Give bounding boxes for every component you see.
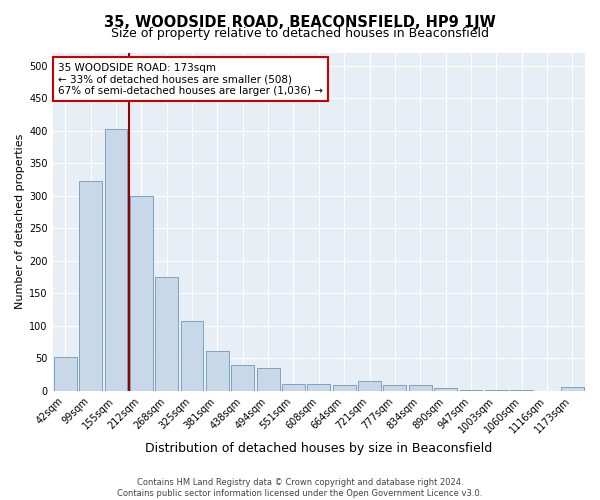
Bar	[130, 196, 153, 391]
Bar	[510, 390, 533, 391]
Bar	[460, 390, 482, 391]
Bar	[282, 384, 305, 391]
Text: 35 WOODSIDE ROAD: 173sqm
← 33% of detached houses are smaller (508)
67% of semi-: 35 WOODSIDE ROAD: 173sqm ← 33% of detach…	[58, 62, 323, 96]
Bar	[485, 390, 508, 391]
Bar	[434, 388, 457, 391]
Bar	[232, 365, 254, 391]
Bar	[79, 182, 102, 391]
Bar	[257, 368, 280, 391]
Bar	[561, 387, 584, 391]
Bar	[333, 385, 356, 391]
Bar	[409, 385, 431, 391]
Bar	[104, 128, 127, 391]
X-axis label: Distribution of detached houses by size in Beaconsfield: Distribution of detached houses by size …	[145, 442, 493, 455]
Y-axis label: Number of detached properties: Number of detached properties	[15, 134, 25, 310]
Bar	[181, 322, 203, 391]
Bar	[54, 356, 77, 391]
Text: Size of property relative to detached houses in Beaconsfield: Size of property relative to detached ho…	[111, 28, 489, 40]
Bar	[307, 384, 330, 391]
Bar	[383, 385, 406, 391]
Bar	[206, 350, 229, 391]
Bar	[358, 382, 381, 391]
Text: 35, WOODSIDE ROAD, BEACONSFIELD, HP9 1JW: 35, WOODSIDE ROAD, BEACONSFIELD, HP9 1JW	[104, 15, 496, 30]
Text: Contains HM Land Registry data © Crown copyright and database right 2024.
Contai: Contains HM Land Registry data © Crown c…	[118, 478, 482, 498]
Bar	[155, 277, 178, 391]
